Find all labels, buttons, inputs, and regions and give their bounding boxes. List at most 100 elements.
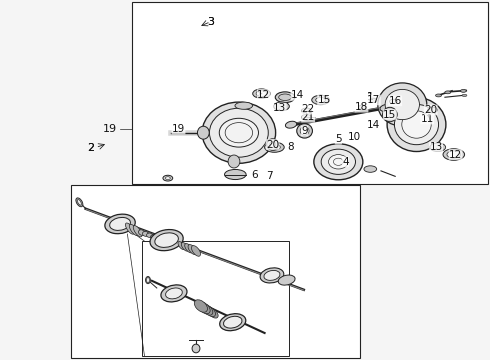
Ellipse shape [150, 235, 156, 238]
Text: 22: 22 [301, 104, 315, 114]
Text: 12: 12 [449, 149, 462, 159]
Ellipse shape [220, 314, 246, 331]
Text: 1: 1 [367, 92, 373, 102]
Ellipse shape [383, 107, 397, 122]
Ellipse shape [224, 170, 246, 180]
Text: 14: 14 [291, 90, 304, 100]
Ellipse shape [147, 278, 149, 283]
Ellipse shape [195, 300, 207, 312]
Ellipse shape [385, 89, 419, 120]
Bar [132, 2, 488, 184]
Ellipse shape [150, 230, 183, 251]
Ellipse shape [110, 217, 130, 230]
Ellipse shape [378, 83, 427, 126]
Ellipse shape [202, 102, 275, 163]
Ellipse shape [428, 107, 438, 113]
Circle shape [314, 144, 363, 180]
Text: 18: 18 [355, 102, 368, 112]
Ellipse shape [197, 126, 209, 139]
Text: 19: 19 [172, 124, 185, 134]
Text: 2: 2 [87, 143, 94, 153]
Text: 17: 17 [367, 95, 381, 105]
Ellipse shape [129, 224, 138, 235]
Ellipse shape [264, 270, 280, 280]
Text: 19: 19 [103, 124, 117, 134]
Ellipse shape [285, 121, 297, 128]
Ellipse shape [387, 98, 446, 152]
Ellipse shape [198, 302, 210, 314]
Text: 20: 20 [266, 140, 279, 149]
Text: 6: 6 [251, 170, 258, 180]
Bar [71, 185, 360, 358]
Ellipse shape [260, 268, 284, 283]
Text: 13: 13 [429, 142, 442, 152]
Ellipse shape [133, 226, 142, 237]
Ellipse shape [256, 91, 267, 96]
Ellipse shape [380, 104, 392, 112]
Ellipse shape [125, 223, 134, 234]
Ellipse shape [155, 233, 178, 247]
Ellipse shape [301, 108, 311, 114]
Ellipse shape [166, 288, 182, 299]
Ellipse shape [359, 105, 367, 109]
Text: 11: 11 [420, 114, 434, 124]
Ellipse shape [143, 231, 148, 236]
Ellipse shape [297, 124, 313, 138]
Ellipse shape [192, 344, 200, 353]
Ellipse shape [178, 242, 185, 249]
Ellipse shape [163, 175, 173, 181]
Text: 5: 5 [335, 134, 342, 144]
Ellipse shape [301, 114, 311, 120]
Ellipse shape [445, 91, 451, 94]
Ellipse shape [447, 151, 461, 158]
Ellipse shape [205, 306, 216, 317]
Ellipse shape [274, 102, 289, 111]
Ellipse shape [369, 98, 377, 103]
Text: 3: 3 [207, 17, 214, 27]
Text: 12: 12 [257, 90, 270, 99]
Ellipse shape [461, 89, 466, 92]
Text: 1: 1 [367, 92, 373, 102]
Ellipse shape [235, 102, 253, 109]
Ellipse shape [436, 94, 441, 97]
Text: 10: 10 [348, 132, 361, 142]
Ellipse shape [402, 111, 431, 138]
Ellipse shape [77, 199, 81, 205]
Ellipse shape [147, 233, 152, 237]
Ellipse shape [267, 139, 278, 150]
Text: 2: 2 [87, 143, 94, 153]
Ellipse shape [300, 127, 309, 135]
Text: 4: 4 [342, 157, 349, 167]
Ellipse shape [270, 141, 275, 147]
Text: 7: 7 [266, 171, 272, 181]
Ellipse shape [166, 177, 171, 180]
Text: 9: 9 [301, 126, 308, 136]
Text: 21: 21 [301, 112, 315, 122]
Ellipse shape [443, 149, 465, 160]
Ellipse shape [390, 99, 397, 104]
Ellipse shape [275, 92, 295, 103]
Ellipse shape [201, 304, 213, 315]
Ellipse shape [139, 230, 145, 235]
Ellipse shape [105, 214, 135, 234]
Ellipse shape [430, 143, 446, 152]
Ellipse shape [278, 275, 295, 285]
Ellipse shape [253, 89, 270, 98]
Ellipse shape [223, 316, 242, 328]
Text: 8: 8 [287, 142, 294, 152]
Ellipse shape [185, 244, 193, 253]
Circle shape [321, 149, 355, 174]
Text: 15: 15 [383, 109, 396, 120]
Ellipse shape [462, 94, 467, 96]
Ellipse shape [228, 155, 240, 168]
Ellipse shape [394, 104, 439, 145]
Ellipse shape [208, 308, 218, 318]
Text: 13: 13 [273, 103, 286, 113]
Text: 3: 3 [207, 17, 214, 27]
Circle shape [328, 154, 348, 169]
Circle shape [220, 118, 259, 147]
Ellipse shape [181, 243, 189, 251]
Text: 20: 20 [424, 105, 437, 115]
Ellipse shape [316, 98, 325, 103]
Ellipse shape [161, 285, 187, 302]
